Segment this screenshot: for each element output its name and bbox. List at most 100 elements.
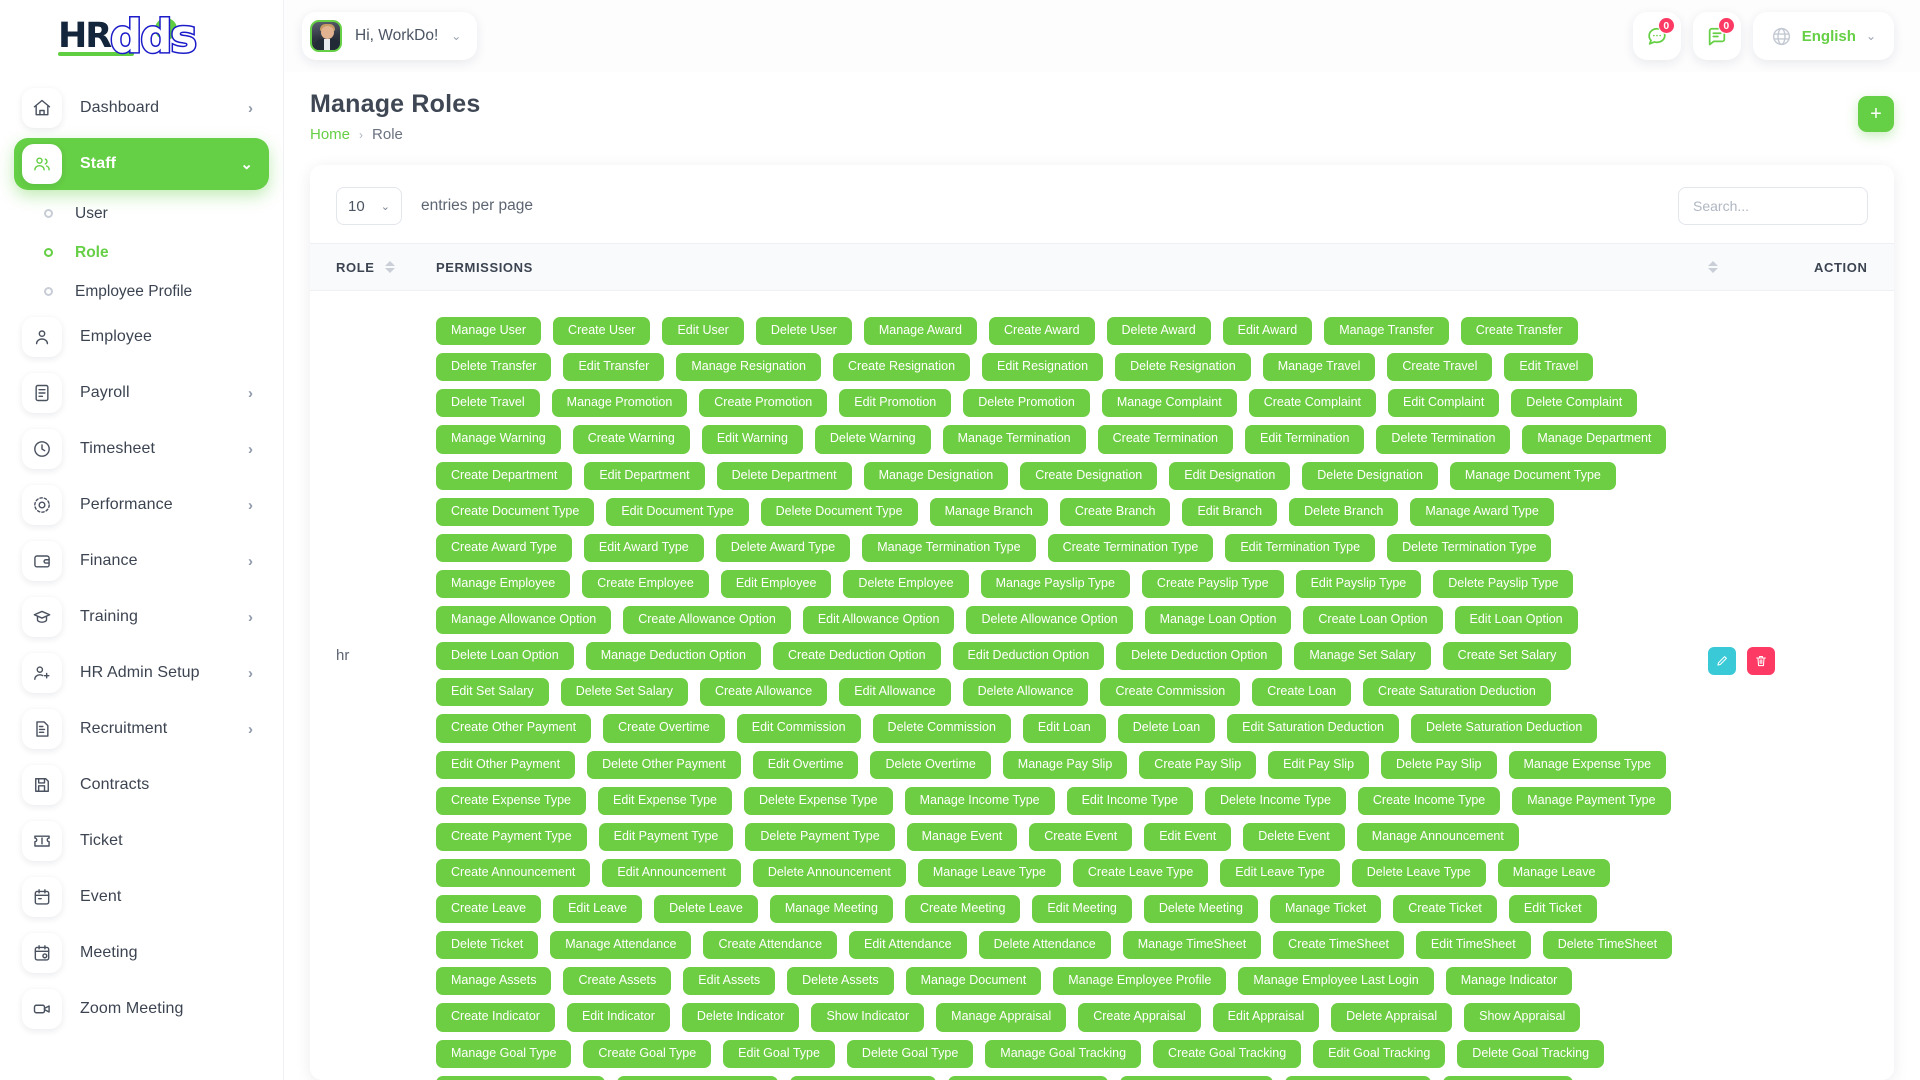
permission-badge[interactable]: Create Deduction Option	[772, 642, 941, 671]
permission-badge[interactable]: Manage Leave Type	[917, 858, 1061, 887]
permission-badge[interactable]: Manage Payment Type	[1512, 786, 1671, 815]
permission-badge[interactable]: Manage Award Type	[1410, 497, 1554, 526]
permission-badge[interactable]: Create Loan	[1252, 678, 1352, 707]
permission-badge[interactable]: Edit Other Payment	[436, 750, 576, 779]
permission-badge[interactable]: Edit Branch	[1182, 497, 1278, 526]
permission-badge[interactable]: Create Promotion	[699, 389, 828, 418]
permission-badge[interactable]: Manage Termination Type	[862, 533, 1036, 562]
permission-badge[interactable]: Create Employee	[582, 569, 709, 598]
permission-badge[interactable]: Manage Employee	[436, 569, 571, 598]
permission-badge[interactable]: Delete Appraisal	[1331, 1003, 1453, 1032]
permission-badge[interactable]: Create Goal Tracking	[1153, 1039, 1302, 1068]
permission-badge[interactable]: Edit Allowance Option	[802, 606, 955, 635]
permission-badge[interactable]: Manage Employee Last Login	[1238, 967, 1434, 996]
permission-badge[interactable]: Edit Saturation Deduction	[1227, 714, 1399, 743]
permission-badge[interactable]: Manage Award	[863, 317, 978, 346]
permission-badge[interactable]: Delete Award	[1106, 317, 1211, 346]
permission-badge[interactable]: Delete Transfer	[436, 353, 552, 382]
permission-badge[interactable]: Delete Meeting	[1143, 895, 1258, 924]
permission-badge[interactable]: Create Goal Type	[583, 1039, 712, 1068]
permission-badge[interactable]: Edit Designation	[1169, 461, 1291, 490]
permission-badge[interactable]: Delete Pay Slip	[1381, 750, 1497, 779]
permission-badge[interactable]: Delete Goal Tracking	[1457, 1039, 1605, 1068]
sidebar-item-hr-admin-setup[interactable]: HR Admin Setup ›	[14, 647, 269, 699]
sidebar-item-event[interactable]: Event	[14, 871, 269, 923]
permission-badge[interactable]: Edit Assets	[683, 967, 776, 996]
permission-badge[interactable]: Manage Complaint	[1101, 389, 1237, 418]
permission-badge[interactable]: Delete Termination Type	[1387, 533, 1552, 562]
permission-badge[interactable]: Delete Travel	[436, 389, 540, 418]
permission-badge[interactable]: Edit TimeSheet	[1415, 931, 1531, 960]
permission-badge[interactable]: Manage Transfer	[1324, 317, 1449, 346]
permission-badge[interactable]: Manage Branch	[929, 497, 1048, 526]
permission-badge[interactable]: Manage Assets	[436, 967, 552, 996]
permission-badge[interactable]: Create Expense Type	[436, 786, 586, 815]
sidebar-item-employee[interactable]: Employee	[14, 311, 269, 363]
sidebar-item-user[interactable]: User	[14, 194, 269, 233]
permission-badge[interactable]: Delete Announcement	[752, 858, 906, 887]
permission-badge[interactable]: Create Branch	[1059, 497, 1171, 526]
permission-badge[interactable]: Edit Event	[1144, 822, 1232, 851]
permission-badge[interactable]: Edit Company Policy	[790, 1075, 936, 1080]
permission-badge[interactable]: Create Leave	[436, 895, 542, 924]
permission-badge[interactable]: Edit Payslip Type	[1295, 569, 1422, 598]
permission-badge[interactable]: Edit Commission	[736, 714, 861, 743]
permission-badge[interactable]: Manage Meeting	[769, 895, 893, 924]
sidebar-item-ticket[interactable]: Ticket	[14, 815, 269, 867]
permission-badge[interactable]: Create Department	[436, 461, 573, 490]
permission-badge[interactable]: Manage Income Type	[904, 786, 1055, 815]
permission-badge[interactable]: Manage Travel	[1262, 353, 1376, 382]
sidebar-item-finance[interactable]: Finance ›	[14, 535, 269, 587]
permission-badge[interactable]: Create Overtime	[603, 714, 725, 743]
permission-badge[interactable]: Edit Allowance	[839, 678, 951, 707]
permission-badge[interactable]: Edit Deduction Option	[952, 642, 1105, 671]
permission-badge[interactable]: Manage Termination	[942, 425, 1086, 454]
permission-badge[interactable]: Create Ticket	[1393, 895, 1497, 924]
permission-badge[interactable]: Delete Deduction Option	[1116, 642, 1283, 671]
column-header-permissions[interactable]: PERMISSIONS	[436, 260, 1708, 275]
permission-badge[interactable]: Delete Loan	[1117, 714, 1216, 743]
permission-badge[interactable]: Delete Complaint	[1511, 389, 1638, 418]
permission-badge[interactable]: Create Income Type	[1357, 786, 1501, 815]
sidebar-item-staff[interactable]: Staff ⌄	[14, 138, 269, 190]
permission-badge[interactable]: Delete Payment Type	[745, 822, 895, 851]
message-square-icon[interactable]: 0	[1692, 12, 1741, 60]
permission-badge[interactable]: Create Commission	[1100, 678, 1241, 707]
column-header-action[interactable]: ACTION	[1708, 260, 1868, 275]
permission-badge[interactable]: Delete Department	[716, 461, 852, 490]
permission-badge[interactable]: Manage Attendance	[550, 931, 692, 960]
permission-badge[interactable]: Create Company Policy	[616, 1075, 779, 1080]
permission-badge[interactable]: Edit Travel	[1504, 353, 1594, 382]
permission-badge[interactable]: Edit User	[662, 317, 744, 346]
permission-badge[interactable]: Edit Income Type	[1066, 786, 1193, 815]
permission-badge[interactable]: Edit Meeting	[1032, 895, 1132, 924]
permission-badge[interactable]: Edit Ticket	[1508, 895, 1597, 924]
sort-toggle-role[interactable]	[384, 261, 395, 273]
permission-badge[interactable]: Delete Ticket	[436, 931, 539, 960]
permission-badge[interactable]: Delete Allowance Option	[966, 606, 1133, 635]
permission-badge[interactable]: Delete Employee	[843, 569, 969, 598]
permission-badge[interactable]: Manage Document	[905, 967, 1042, 996]
permission-badge[interactable]: Delete Set Salary	[560, 678, 688, 707]
permission-badge[interactable]: Create Transfer	[1460, 317, 1578, 346]
permission-badge[interactable]: Manage Expense Type	[1508, 750, 1667, 779]
permission-badge[interactable]: Edit Leave	[553, 895, 643, 924]
edit-role-button[interactable]	[1708, 647, 1736, 675]
permission-badge[interactable]: Create Appraisal	[1078, 1003, 1201, 1032]
language-selector[interactable]: English ⌄	[1752, 12, 1894, 60]
permission-badge[interactable]: Edit Termination	[1245, 425, 1365, 454]
permission-badge[interactable]: Create Document Type	[436, 497, 595, 526]
permission-badge[interactable]: Delete User	[755, 317, 852, 346]
permission-badge[interactable]: Delete Award Type	[715, 533, 851, 562]
sidebar-item-recruitment[interactable]: Recruitment ›	[14, 703, 269, 755]
permission-badge[interactable]: Create Other Payment	[436, 714, 592, 743]
permission-badge[interactable]: Create Payment Type	[436, 822, 587, 851]
permission-badge[interactable]: Edit Award	[1222, 317, 1313, 346]
column-header-role[interactable]: ROLE	[336, 260, 436, 275]
sidebar-item-employee-profile[interactable]: Employee Profile	[14, 272, 269, 311]
permission-badge[interactable]: Create Award	[989, 317, 1095, 346]
permission-badge[interactable]: Edit Attendance	[849, 931, 967, 960]
permission-badge[interactable]: Edit Goal Tracking	[1313, 1039, 1446, 1068]
permission-badge[interactable]: Edit Appraisal	[1212, 1003, 1320, 1032]
permission-badge[interactable]: Create Attendance	[703, 931, 838, 960]
